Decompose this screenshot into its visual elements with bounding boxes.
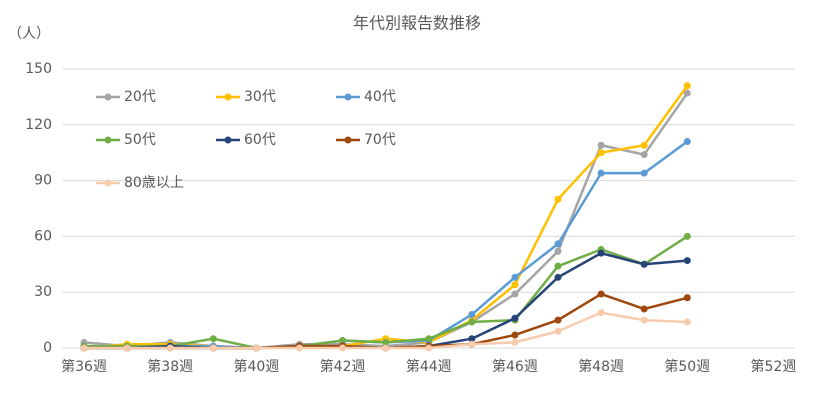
data-point (640, 169, 648, 177)
x-tick-label: 第52週 (751, 358, 797, 375)
x-tick-label: 第42週 (320, 358, 366, 375)
data-point (511, 281, 519, 289)
data-point (683, 294, 691, 302)
data-point (511, 314, 519, 322)
x-tick-label: 第48週 (578, 358, 624, 375)
x-tick-label: 第44週 (406, 358, 452, 375)
data-point (554, 273, 562, 281)
data-point (683, 257, 691, 265)
y-tick-label: 0 (43, 340, 52, 356)
legend-label: 60代 (244, 132, 276, 148)
series-line (83, 140, 689, 350)
data-point (382, 338, 390, 346)
legend-marker (104, 136, 112, 144)
legend-marker (344, 136, 352, 144)
data-point (554, 327, 562, 335)
data-point (554, 247, 562, 255)
y-tick-label: 150 (25, 61, 52, 77)
x-tick-label: 第40週 (233, 358, 279, 375)
data-point (597, 290, 605, 298)
legend-marker (224, 93, 232, 101)
data-point (425, 344, 433, 352)
data-point (597, 249, 605, 257)
data-point (683, 232, 691, 240)
data-point (597, 309, 605, 317)
data-point (640, 260, 648, 268)
data-point (597, 149, 605, 157)
data-point (683, 318, 691, 326)
y-tick-label: 60 (34, 228, 52, 244)
data-point (554, 240, 562, 248)
y-tick-label: 120 (25, 117, 52, 133)
legend-label: 80歳以上 (124, 175, 184, 191)
legend-marker (104, 179, 112, 187)
legend-marker (224, 136, 232, 144)
data-point (339, 337, 347, 345)
data-point (640, 305, 648, 313)
x-tick-label: 第50週 (664, 358, 710, 375)
data-point (468, 318, 476, 326)
data-point (683, 82, 691, 90)
data-point (554, 262, 562, 270)
data-point (468, 335, 476, 343)
legend-label: 50代 (124, 132, 156, 148)
data-point (209, 335, 217, 343)
data-point (511, 331, 519, 339)
data-point (640, 316, 648, 324)
legend-label: 70代 (364, 132, 396, 148)
y-tick-label: 30 (34, 284, 52, 300)
x-tick-label: 第36週 (61, 358, 107, 375)
data-point (425, 335, 433, 343)
data-point (511, 338, 519, 346)
legend-label: 40代 (364, 89, 396, 105)
data-point (295, 344, 303, 352)
data-point (511, 273, 519, 281)
legend-marker (344, 93, 352, 101)
data-point (554, 195, 562, 203)
data-point (166, 344, 174, 352)
data-point (382, 344, 390, 352)
chart-title: 年代別報告数推移 (353, 14, 481, 33)
legend-label: 20代 (124, 89, 156, 105)
data-point (554, 316, 562, 324)
legend-marker (104, 93, 112, 101)
data-point (339, 344, 347, 352)
data-point (683, 138, 691, 146)
data-point (468, 311, 476, 319)
legend-label: 30代 (244, 89, 276, 105)
x-tick-label: 第46週 (492, 358, 538, 375)
x-tick-label: 第38週 (147, 358, 193, 375)
data-point (209, 344, 217, 352)
data-point (123, 344, 131, 352)
data-point (468, 340, 476, 348)
data-point (80, 344, 88, 352)
data-point (252, 344, 260, 352)
data-point (597, 169, 605, 177)
series-line (84, 251, 688, 350)
data-point (597, 141, 605, 149)
data-point (640, 141, 648, 149)
data-point (640, 151, 648, 159)
y-axis-label: （人） (8, 26, 50, 42)
y-tick-label: 90 (34, 173, 52, 189)
data-point (511, 290, 519, 298)
data-point (683, 89, 691, 97)
